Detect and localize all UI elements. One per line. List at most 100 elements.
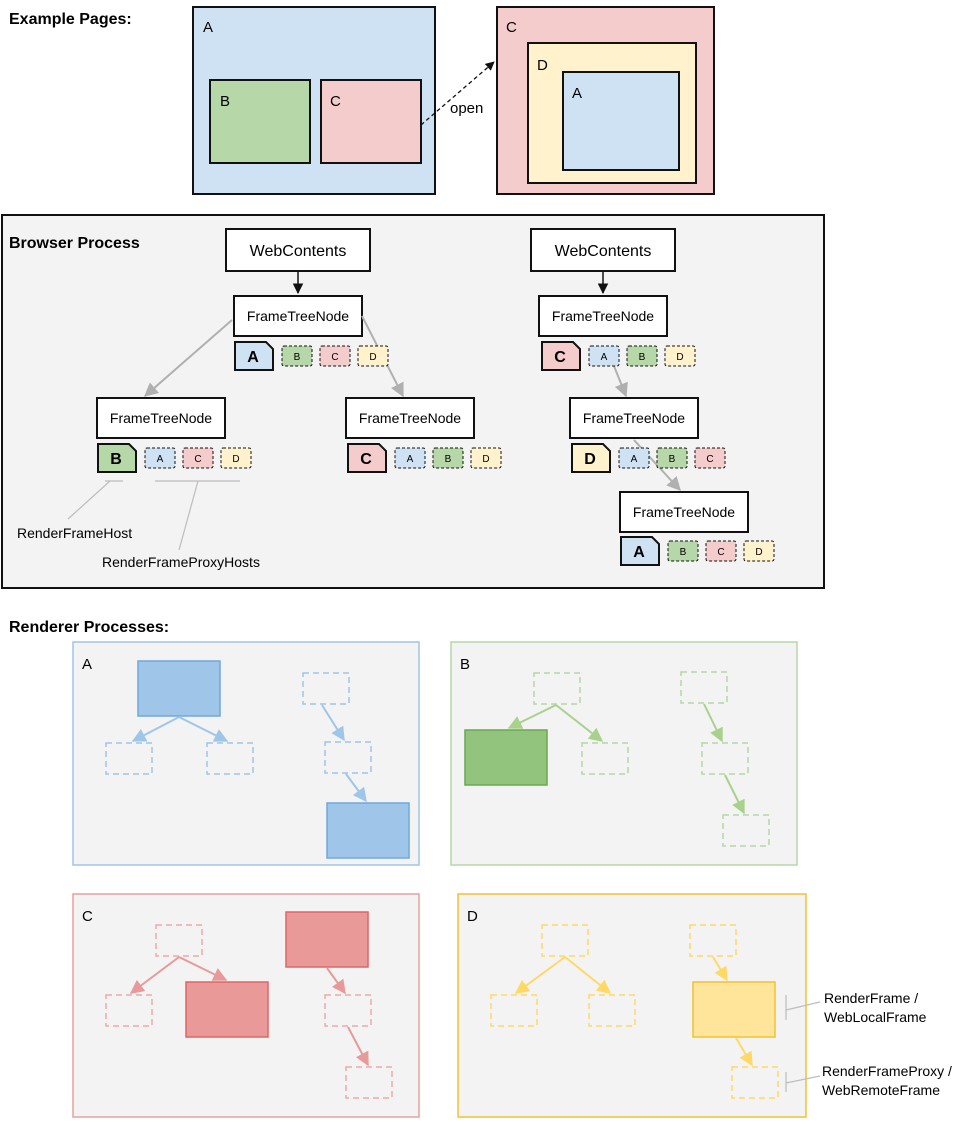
render-frame-proxy-host-tag <box>705 540 737 562</box>
render-frame-host-label: D <box>584 451 596 468</box>
render-frame-host-label: A <box>247 349 259 366</box>
render-frame-proxy-host-label: B <box>669 454 676 465</box>
remote-frame <box>581 742 629 775</box>
browser-process-heading: Browser Process <box>9 235 140 252</box>
render-frame-proxy-host-label: A <box>601 352 608 363</box>
render-frame-proxy-host-label: A <box>407 454 414 465</box>
page2-frame-c-label: C <box>506 19 517 36</box>
ftn-label-t2-leaf: FrameTreeNode <box>633 504 735 520</box>
open-arrow <box>420 61 495 126</box>
render-frame-proxy-host-tag <box>144 447 176 469</box>
web-contents-label-2: WebContents <box>555 243 652 260</box>
render-frame-proxy-host-tag <box>182 447 214 469</box>
render-frame-host-label: A <box>633 544 645 561</box>
render-frame-proxy-host-tag <box>470 447 502 469</box>
tree-edge <box>321 704 345 742</box>
render-frame-proxy-host-tag <box>588 345 620 367</box>
renderer-processes-heading: Renderer Processes: <box>9 619 169 636</box>
ftn-box-t2-root <box>538 295 668 337</box>
tree-edge <box>724 774 745 815</box>
render-frame-proxy-host-label: D <box>755 547 762 558</box>
remote-frame <box>155 924 203 957</box>
remote-frame <box>302 672 350 705</box>
renderer-panel-c: C <box>72 893 420 1118</box>
ftn-box-t2-mid <box>569 397 699 439</box>
render-frame-proxy-hosts-callout: RenderFrameProxyHosts <box>102 554 260 570</box>
legend-render-frame: RenderFrame / WebLocalFrame <box>824 990 927 1025</box>
renderer-panel-a-label: A <box>82 656 92 673</box>
render-frame-proxy-host-label: C <box>194 454 201 465</box>
ftn-box-t2-leaf <box>619 491 749 533</box>
tree-edge <box>178 716 229 742</box>
render-frame-proxy-host-tag <box>281 345 313 367</box>
local-frame <box>285 911 369 968</box>
legend-local-pointer <box>785 1001 821 1011</box>
render-frame-proxy-host-label: D <box>482 454 489 465</box>
render-frame-proxy-host-label: D <box>369 352 376 363</box>
tree-edge <box>703 703 723 743</box>
render-frame-host-tag <box>571 443 611 473</box>
render-frame-proxy-host-tag <box>220 447 252 469</box>
remote-frame <box>722 814 770 847</box>
render-frame-proxy-host-tag <box>432 447 464 469</box>
remote-frame <box>206 742 254 775</box>
remote-frame <box>689 924 737 957</box>
local-frame <box>185 981 269 1038</box>
tree-edge <box>347 1026 369 1067</box>
example-pages-heading: Example Pages: <box>9 11 132 28</box>
ftn-label-t2-root: FrameTreeNode <box>552 308 654 324</box>
tree-edge <box>345 773 367 803</box>
page1-frame-b <box>209 79 311 164</box>
renderer-panel-a: A <box>72 641 420 866</box>
render-frame-proxy-host-tag <box>664 345 696 367</box>
render-frame-proxy-host-tag <box>394 447 426 469</box>
legend-render-frame-proxy-line2: WebRemoteFrame <box>822 1082 940 1098</box>
render-frame-proxy-host-tag <box>743 540 775 562</box>
local-frame <box>326 802 410 859</box>
ftn-label-t2-mid: FrameTreeNode <box>583 410 685 426</box>
tree-edge <box>326 967 346 995</box>
render-frame-host-label: C <box>360 451 372 468</box>
remote-frame <box>533 672 581 705</box>
page1-frame-a-label: A <box>203 19 213 36</box>
render-frame-host-tag <box>347 443 387 473</box>
render-frame-proxy-host-tag <box>618 447 650 469</box>
open-label: open <box>450 100 483 117</box>
rfh-pointer <box>67 480 111 520</box>
remote-frame <box>324 994 372 1027</box>
ftn-label-t1-left: FrameTreeNode <box>110 410 212 426</box>
ftn-label-t1-root: FrameTreeNode <box>247 308 349 324</box>
render-frame-proxy-host-tag <box>626 345 658 367</box>
remote-frame <box>490 994 538 1027</box>
tree-edge <box>564 956 612 994</box>
ftn-box-t1-left <box>96 397 226 439</box>
renderer-panel-b-label: B <box>460 656 470 673</box>
renderer-panel-c-label: C <box>82 908 93 925</box>
local-frame <box>692 981 776 1038</box>
remote-frame <box>541 924 589 957</box>
tree-edge <box>712 956 728 982</box>
web-contents-box-1 <box>225 228 371 272</box>
ftn-box-t1-right <box>345 397 475 439</box>
render-frame-proxy-host-label: B <box>639 352 646 363</box>
arrow-t1-root-left <box>143 319 233 397</box>
page2-frame-a-label: A <box>572 85 582 102</box>
render-frame-host-tag <box>234 341 274 371</box>
render-frame-proxy-host-label: A <box>157 454 164 465</box>
render-frame-host-tag <box>541 341 581 371</box>
render-frame-proxy-host-label: C <box>717 547 724 558</box>
legend-render-frame-proxy: RenderFrameProxy / WebRemoteFrame <box>822 1063 956 1098</box>
render-frame-proxy-host-label: D <box>676 352 683 363</box>
remote-frame <box>701 742 749 775</box>
renderer-panel-d-label: D <box>467 908 478 925</box>
legend-render-frame-line1: RenderFrame / <box>824 990 918 1006</box>
render-frame-proxy-host-label: B <box>294 352 301 363</box>
remote-frame <box>680 671 728 704</box>
rfph-pointer <box>178 480 199 551</box>
ftn-box-t1-root <box>233 295 363 337</box>
render-frame-host-callout: RenderFrameHost <box>17 525 132 541</box>
legend-remote-pointer <box>785 1075 821 1084</box>
renderer-panel-d: D <box>457 893 807 1118</box>
remote-frame <box>105 742 153 775</box>
